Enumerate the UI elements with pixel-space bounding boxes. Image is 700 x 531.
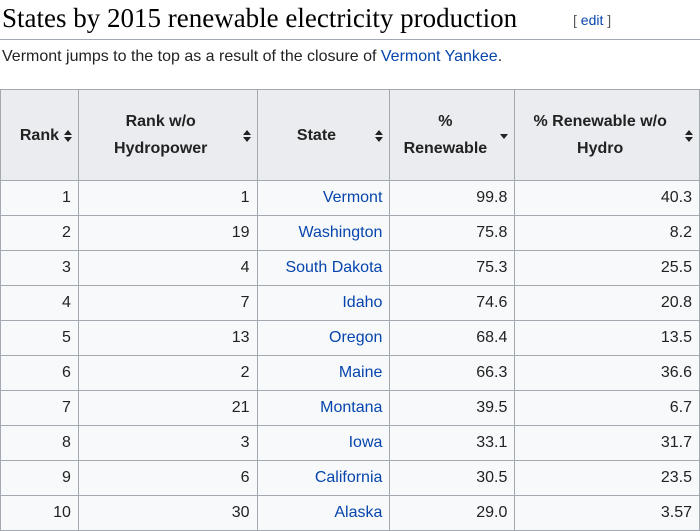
pct-renewable-cell: 74.6 [389, 285, 516, 321]
pct-renewable-cell: 30.5 [389, 460, 516, 496]
rank-wo-hydro-cell: 30 [77, 495, 258, 531]
table-row: 7 21 Montana 39.5 6.7 [0, 390, 700, 426]
rank-wo-hydro-cell: 13 [77, 320, 258, 356]
column-label: % Renewable w/o Hydro [533, 113, 667, 157]
pct-renewable-wo-hydro-cell: 31.7 [514, 425, 700, 461]
rank-wo-hydro-cell: 1 [77, 180, 258, 216]
intro-text: Vermont jumps to the top as a result of … [2, 48, 381, 65]
state-link[interactable]: Washington [298, 224, 383, 241]
state-cell: Oregon [256, 320, 391, 356]
state-cell: Vermont [256, 180, 391, 216]
column-label: % Renewable [403, 113, 488, 157]
pct-renewable-wo-hydro-cell: 23.5 [514, 460, 700, 496]
state-cell: Idaho [256, 285, 391, 321]
column-label: State [296, 126, 337, 144]
pct-renewable-cell: 33.1 [389, 425, 516, 461]
rank-cell: 1 [0, 180, 79, 216]
pct-renewable-cell: 68.4 [389, 320, 516, 356]
state-cell: Alaska [256, 495, 391, 531]
rank-cell: 3 [0, 250, 79, 286]
table-row: 4 7 Idaho 74.6 20.8 [0, 285, 700, 321]
rank-cell: 7 [0, 390, 79, 426]
column-header-rank[interactable]: Rank [0, 89, 79, 181]
state-cell: South Dakota [256, 250, 391, 286]
edit-link[interactable]: edit [580, 12, 604, 28]
rank-wo-hydro-cell: 19 [77, 215, 258, 251]
column-label: Rank [19, 126, 59, 144]
state-link[interactable]: Iowa [348, 434, 383, 451]
vermont-yankee-link[interactable]: Vermont Yankee [380, 48, 498, 65]
sort-both-icon[interactable] [375, 130, 384, 142]
table-row: 10 30 Alaska 29.0 3.57 [0, 495, 700, 531]
pct-renewable-wo-hydro-cell: 40.3 [514, 180, 700, 216]
state-link[interactable]: South Dakota [285, 259, 383, 276]
column-header-pct-renewable[interactable]: % Renewable [389, 89, 516, 181]
rank-wo-hydro-cell: 4 [77, 250, 258, 286]
table-row: 5 13 Oregon 68.4 13.5 [0, 320, 700, 356]
rank-cell: 6 [0, 355, 79, 391]
table-row: 2 19 Washington 75.8 8.2 [0, 215, 700, 251]
sort-descending-icon[interactable] [500, 130, 509, 142]
state-link[interactable]: Oregon [329, 329, 383, 346]
rank-cell: 2 [0, 215, 79, 251]
state-cell: Washington [256, 215, 391, 251]
section-heading: States by 2015 renewable electricity pro… [0, 0, 700, 40]
pct-renewable-cell: 75.3 [389, 250, 516, 286]
pct-renewable-cell: 66.3 [389, 355, 516, 391]
state-cell: California [256, 460, 391, 496]
rank-wo-hydro-cell: 3 [77, 425, 258, 461]
rank-cell: 9 [0, 460, 79, 496]
column-header-pct-renewable-wo-hydro[interactable]: % Renewable w/o Hydro [514, 89, 700, 181]
pct-renewable-cell: 29.0 [389, 495, 516, 531]
pct-renewable-cell: 75.8 [389, 215, 516, 251]
renewable-production-table: Rank Rank w/o Hydropower State % Renewable… [0, 89, 700, 531]
sort-both-icon[interactable] [63, 130, 72, 142]
edit-bracket-open: [ [573, 12, 581, 28]
intro-text-end: . [497, 48, 503, 65]
column-label: Rank w/o Hydropower [114, 113, 208, 157]
state-link[interactable]: Maine [338, 364, 383, 381]
pct-renewable-wo-hydro-cell: 13.5 [514, 320, 700, 356]
state-link[interactable]: Montana [320, 399, 383, 416]
rank-cell: 10 [0, 495, 79, 531]
rank-cell: 5 [0, 320, 79, 356]
rank-wo-hydro-cell: 6 [77, 460, 258, 496]
sort-both-icon[interactable] [242, 130, 251, 142]
state-link[interactable]: Vermont [322, 189, 383, 206]
table-row: 8 3 Iowa 33.1 31.7 [0, 425, 700, 461]
state-link[interactable]: Idaho [342, 294, 383, 311]
table-row: 1 1 Vermont 99.8 40.3 [0, 180, 700, 216]
sort-both-icon[interactable] [685, 130, 693, 142]
state-cell: Maine [256, 355, 391, 391]
rank-cell: 8 [0, 425, 79, 461]
column-header-state[interactable]: State [256, 89, 391, 181]
pct-renewable-wo-hydro-cell: 3.57 [514, 495, 700, 531]
pct-renewable-wo-hydro-cell: 20.8 [514, 285, 700, 321]
pct-renewable-cell: 99.8 [389, 180, 516, 216]
column-header-rank-wo-hydro[interactable]: Rank w/o Hydropower [77, 89, 258, 181]
pct-renewable-wo-hydro-cell: 36.6 [514, 355, 700, 391]
table-row: 3 4 South Dakota 75.3 25.5 [0, 250, 700, 286]
rank-wo-hydro-cell: 7 [77, 285, 258, 321]
state-link[interactable]: California [314, 469, 383, 486]
table-row: 6 2 Maine 66.3 36.6 [0, 355, 700, 391]
rank-cell: 4 [0, 285, 79, 321]
state-cell: Montana [256, 390, 391, 426]
pct-renewable-wo-hydro-cell: 6.7 [514, 390, 700, 426]
table-header-row: Rank Rank w/o Hydropower State % Renewable… [0, 89, 700, 181]
pct-renewable-wo-hydro-cell: 25.5 [514, 250, 700, 286]
table-row: 9 6 California 30.5 23.5 [0, 460, 700, 496]
pct-renewable-cell: 39.5 [389, 390, 516, 426]
edit-section: [ edit ] [573, 12, 611, 28]
rank-wo-hydro-cell: 2 [77, 355, 258, 391]
state-link[interactable]: Alaska [334, 504, 383, 521]
pct-renewable-wo-hydro-cell: 8.2 [514, 215, 700, 251]
rank-wo-hydro-cell: 21 [77, 390, 258, 426]
intro-paragraph: Vermont jumps to the top as a result of … [2, 48, 502, 66]
edit-bracket-close: ] [603, 12, 612, 28]
section-title: States by 2015 renewable electricity pro… [2, 3, 518, 33]
state-cell: Iowa [256, 425, 391, 461]
